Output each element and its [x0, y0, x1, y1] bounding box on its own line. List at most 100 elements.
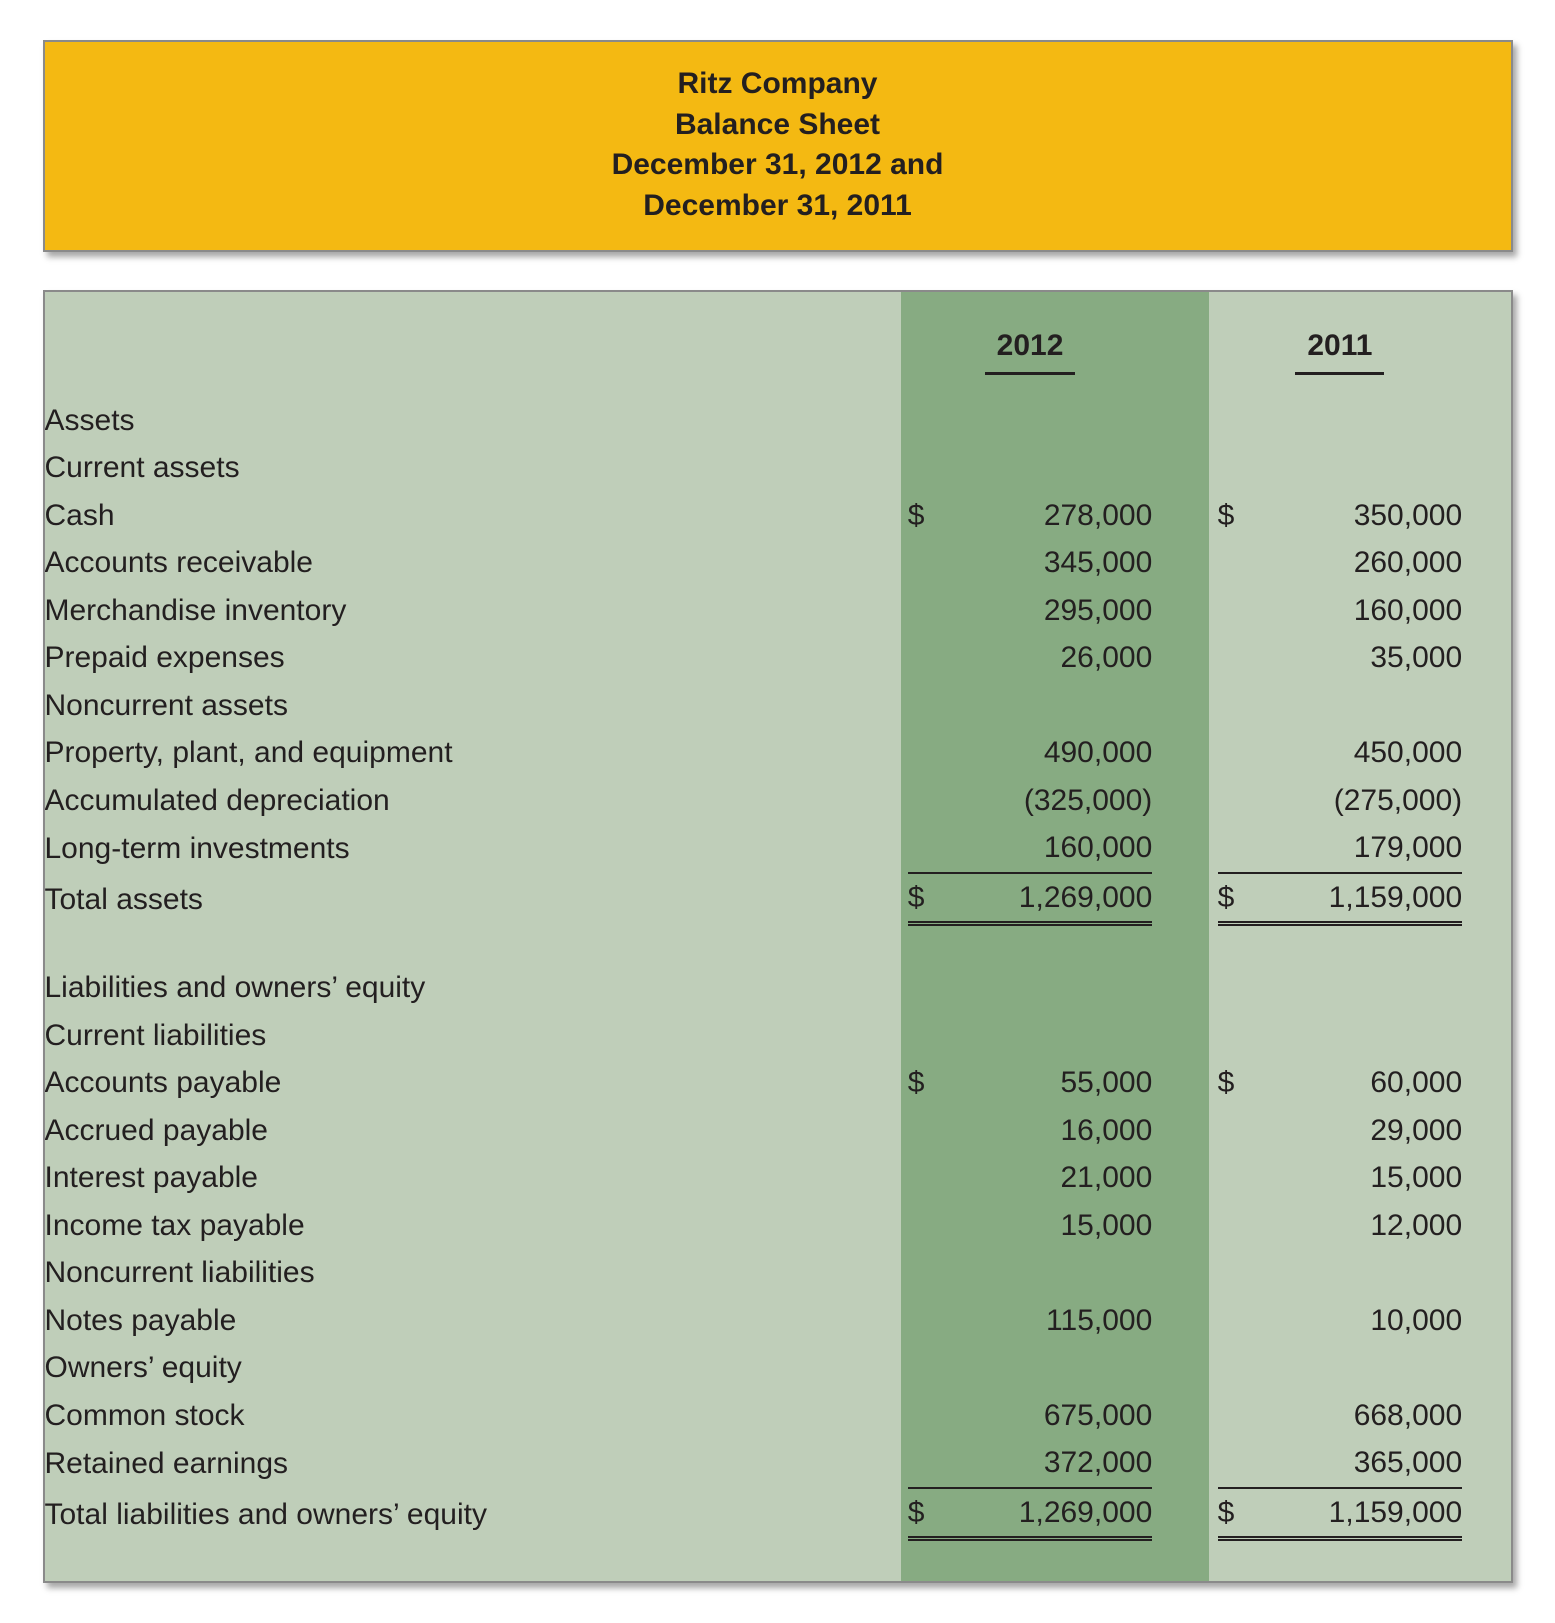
amount-2012: 115,000	[956, 1297, 1152, 1345]
balance-sheet-table: 20122011AssetsCurrent assetsCash$278,000…	[45, 322, 1511, 1541]
row-label: Merchandise inventory	[45, 587, 860, 635]
table-row: Notes payable115,00010,000	[45, 1297, 1511, 1345]
currency-symbol	[908, 1392, 956, 1440]
amount-2012: 1,269,000	[956, 873, 1152, 924]
amount-2011	[1266, 1012, 1462, 1060]
blank-row	[45, 924, 1511, 965]
table-row: Cash$278,000$350,000	[45, 492, 1511, 540]
row-label: Noncurrent liabilities	[45, 1249, 860, 1297]
amount-2012: 278,000	[956, 492, 1152, 540]
amount-2012: 16,000	[956, 1107, 1152, 1155]
table-row: Noncurrent assets	[45, 682, 1511, 730]
year-header-2: 2011	[1218, 322, 1462, 381]
amount-2012: 55,000	[956, 1059, 1152, 1107]
currency-symbol	[1218, 539, 1266, 587]
year-header-row: 20122011	[45, 322, 1511, 381]
amount-2011: 350,000	[1266, 492, 1462, 540]
amount-2011: 35,000	[1266, 634, 1462, 682]
currency-symbol	[908, 539, 956, 587]
currency-symbol	[908, 634, 956, 682]
currency-symbol: $	[908, 1488, 956, 1539]
currency-symbol	[1218, 1154, 1266, 1202]
currency-symbol: $	[1218, 492, 1266, 540]
amount-2011	[1266, 397, 1462, 445]
amount-2012	[956, 397, 1152, 445]
amount-2011: 1,159,000	[1266, 873, 1462, 924]
currency-symbol	[1218, 587, 1266, 635]
amount-2012: 1,269,000	[956, 1488, 1152, 1539]
amount-2012: 160,000	[956, 824, 1152, 873]
amount-2011: 365,000	[1266, 1439, 1462, 1488]
row-label: Common stock	[45, 1392, 860, 1440]
table-row: Accounts payable$55,000$60,000	[45, 1059, 1511, 1107]
currency-symbol	[908, 397, 956, 445]
row-label: Accounts payable	[45, 1059, 860, 1107]
table-row: Income tax payable 15,000 12,000	[45, 1202, 1511, 1250]
currency-symbol	[908, 964, 956, 1012]
currency-symbol	[1218, 1297, 1266, 1345]
amount-2011	[1266, 1249, 1462, 1297]
table-row: Retained earnings372,000365,000	[45, 1439, 1511, 1488]
currency-symbol	[1218, 444, 1266, 492]
title-line-1: Ritz Company	[65, 64, 1491, 105]
amount-2011: 179,000	[1266, 824, 1462, 873]
currency-symbol	[908, 824, 956, 873]
amount-2011: 60,000	[1266, 1059, 1462, 1107]
amount-2012	[956, 444, 1152, 492]
currency-symbol: $	[1218, 1488, 1266, 1539]
currency-symbol	[1218, 1202, 1266, 1250]
table-row: Long-term investments 160,000 179,000	[45, 824, 1511, 873]
amount-2012: 372,000	[956, 1439, 1152, 1488]
currency-symbol	[1218, 729, 1266, 777]
amount-2012	[956, 1249, 1152, 1297]
row-label: Total liabilities and owners’ equity	[45, 1488, 860, 1539]
amount-2011: 260,000	[1266, 539, 1462, 587]
amount-2012: 675,000	[956, 1392, 1152, 1440]
amount-2012: 21,000	[956, 1154, 1152, 1202]
amount-2012	[956, 1344, 1152, 1392]
currency-symbol	[908, 1297, 956, 1345]
table-row: Total liabilities and owners’ equity $1,2…	[45, 1488, 1511, 1539]
amount-2011: 12,000	[1266, 1202, 1462, 1250]
amount-2011: 15,000	[1266, 1154, 1462, 1202]
currency-symbol	[1218, 397, 1266, 445]
amount-2012	[956, 682, 1152, 730]
currency-symbol	[908, 444, 956, 492]
table-row: Property, plant, and equipment490,000450…	[45, 729, 1511, 777]
currency-symbol	[1218, 682, 1266, 730]
currency-symbol	[908, 1202, 956, 1250]
currency-symbol: $	[1218, 1059, 1266, 1107]
title-line-3: December 31, 2012 and	[65, 145, 1491, 186]
currency-symbol	[1218, 1392, 1266, 1440]
amount-2012: 15,000	[956, 1202, 1152, 1250]
currency-symbol	[1218, 777, 1266, 825]
title-line-2: Balance Sheet	[65, 105, 1491, 146]
amount-2012	[956, 964, 1152, 1012]
amount-2011: 10,000	[1266, 1297, 1462, 1345]
amount-2011	[1266, 1344, 1462, 1392]
table-row: Total assets$1,269,000$1,159,000	[45, 873, 1511, 924]
row-label: Income tax payable	[45, 1202, 860, 1250]
table-row: Accounts receivable345,000260,000	[45, 539, 1511, 587]
row-label: Long-term investments	[45, 824, 860, 873]
table-row: Liabilities and owners’ equity	[45, 964, 1511, 1012]
amount-2011: 450,000	[1266, 729, 1462, 777]
row-label: Current liabilities	[45, 1012, 860, 1060]
row-label: Total assets	[45, 873, 860, 924]
amount-2011: 29,000	[1266, 1107, 1462, 1155]
title-block: Ritz Company Balance Sheet December 31, …	[43, 40, 1513, 252]
currency-symbol	[908, 1012, 956, 1060]
row-label: Interest payable	[45, 1154, 860, 1202]
currency-symbol	[908, 1344, 956, 1392]
currency-symbol	[1218, 824, 1266, 873]
amount-2011: (275,000)	[1266, 777, 1462, 825]
row-label: Accrued payable	[45, 1107, 860, 1155]
table-row: Interest payable 21,000 15,000	[45, 1154, 1511, 1202]
row-label: Accounts receivable	[45, 539, 860, 587]
amount-2012: 295,000	[956, 587, 1152, 635]
amount-2012: 26,000	[956, 634, 1152, 682]
currency-symbol	[908, 777, 956, 825]
currency-symbol	[908, 1439, 956, 1488]
amount-2011	[1266, 682, 1462, 730]
amount-2012	[956, 1012, 1152, 1060]
